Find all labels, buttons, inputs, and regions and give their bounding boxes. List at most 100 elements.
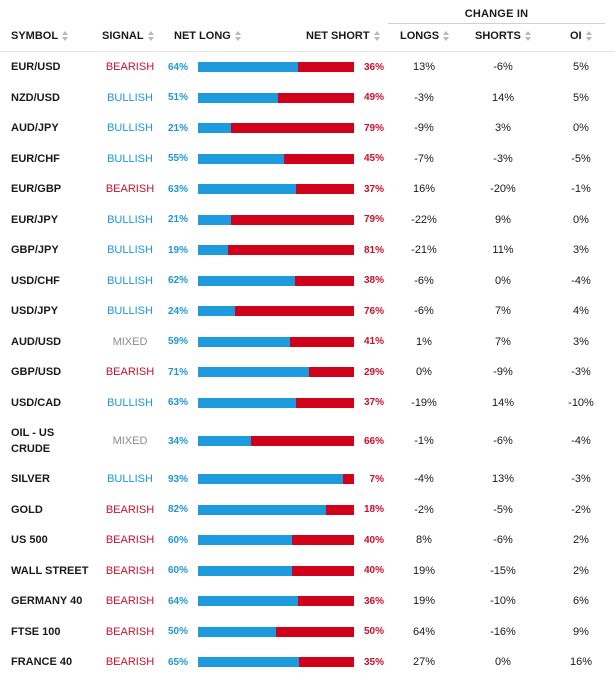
table-row[interactable]: EUR/JPY BULLISH 21% 79% -22% 9% 0% xyxy=(0,205,615,236)
change-shorts-value: 13% xyxy=(491,473,515,486)
table-row[interactable]: EUR/CHF BULLISH 55% 45% -7% -3% -5% xyxy=(0,144,615,175)
table-row[interactable]: SILVER BULLISH 93% 7% -4% 13% -3% xyxy=(0,464,615,495)
shorts-column-header[interactable]: SHORTS xyxy=(475,30,531,42)
table-row[interactable]: FTSE 100 BEARISH 50% 50% 64% -16% 9% xyxy=(0,617,615,648)
longs-column-header[interactable]: LONGS xyxy=(400,30,450,42)
sort-icon[interactable] xyxy=(443,31,450,41)
symbol-link[interactable]: USD/JPY xyxy=(11,305,59,318)
net-long-percent: 21% xyxy=(167,214,188,226)
table-row[interactable]: EUR/GBP BEARISH 63% 37% 16% -20% -1% xyxy=(0,174,615,205)
sort-icon[interactable] xyxy=(373,31,380,41)
oi-column-header[interactable]: OI xyxy=(570,30,592,42)
change-longs-value: -6% xyxy=(414,274,434,287)
change-shorts-value: 11% xyxy=(492,244,514,257)
shorts-header-label: SHORTS xyxy=(475,30,521,42)
sentiment-bar-long-fill xyxy=(198,367,309,378)
table-row[interactable]: US 500 BEARISH 60% 40% 8% -6% 2% xyxy=(0,525,615,556)
table-row[interactable]: FRANCE 40 BEARISH 65% 35% 27% 0% 16% xyxy=(0,647,615,678)
symbol-link[interactable]: US 500 xyxy=(11,534,48,547)
sentiment-bar xyxy=(198,657,354,668)
symbol-link[interactable]: EUR/GBP xyxy=(11,183,62,196)
sort-icon[interactable] xyxy=(147,31,154,41)
net-short-percent: 79% xyxy=(363,214,384,226)
symbol-link[interactable]: GBP/USD xyxy=(11,366,62,379)
symbol-link[interactable]: AUD/USD xyxy=(11,335,62,348)
table-row[interactable]: GBP/JPY BULLISH 19% 81% -21% 11% 3% xyxy=(0,235,615,266)
signal-label: BEARISH xyxy=(105,595,155,608)
change-oi-value: 5% xyxy=(573,91,589,104)
symbol-link[interactable]: USD/CHF xyxy=(11,274,60,287)
signal-column-header[interactable]: SIGNAL xyxy=(102,30,154,42)
table-row[interactable]: NZD/USD BULLISH 51% 49% -3% 14% 5% xyxy=(0,83,615,114)
sort-icon[interactable] xyxy=(234,31,241,41)
symbol-link[interactable]: GBP/JPY xyxy=(11,244,59,257)
change-shorts-value: 14% xyxy=(491,91,515,104)
change-in-label: CHANGE IN xyxy=(464,8,529,20)
symbol-link[interactable]: EUR/JPY xyxy=(11,213,59,226)
symbol-link[interactable]: WALL STREET xyxy=(11,564,89,577)
symbol-link[interactable]: EUR/CHF xyxy=(11,152,60,165)
change-in-group-header: CHANGE IN xyxy=(388,0,605,24)
sentiment-bar-long-fill xyxy=(198,657,300,668)
net-short-percent: 7% xyxy=(369,473,384,485)
table-row[interactable]: GBP/USD BEARISH 71% 29% 0% -9% -3% xyxy=(0,357,615,388)
sentiment-bar-long-fill xyxy=(198,504,326,515)
net-long-percent: 82% xyxy=(167,504,188,516)
symbol-link[interactable]: OIL - US CRUDE xyxy=(11,427,55,455)
sentiment-bar-long-fill xyxy=(198,92,278,103)
sort-icon[interactable] xyxy=(62,31,69,41)
symbol-link[interactable]: AUD/JPY xyxy=(11,122,59,135)
change-shorts-value: 7% xyxy=(495,335,511,348)
change-shorts-value: -15% xyxy=(490,564,516,577)
change-oi-value: 3% xyxy=(573,335,589,348)
symbol-link[interactable]: EUR/USD xyxy=(11,61,61,74)
net-long-percent: 71% xyxy=(167,366,188,378)
signal-label: BULLISH xyxy=(107,122,153,135)
table-body: EUR/USD BEARISH 64% 36% 13% -6% 5% NZD/USD BULLI… xyxy=(0,52,615,678)
change-oi-value: 16% xyxy=(569,656,593,669)
change-shorts-value: -6% xyxy=(493,435,513,447)
symbol-link[interactable]: FTSE 100 xyxy=(11,625,61,638)
net-long-column-header[interactable]: NET LONG xyxy=(174,30,241,42)
symbol-link[interactable]: NZD/USD xyxy=(11,91,60,104)
net-long-percent: 59% xyxy=(167,336,188,348)
symbol-link[interactable]: FRANCE 40 xyxy=(11,656,73,669)
net-short-percent: 36% xyxy=(363,595,384,607)
change-shorts-value: -10% xyxy=(490,595,516,608)
change-longs-value: 1% xyxy=(416,335,432,348)
change-longs-value: 0% xyxy=(416,366,432,379)
table-header: SYMBOL SIGNAL NET LONG NET SHORT LONGS S… xyxy=(0,24,615,52)
sort-icon[interactable] xyxy=(524,31,531,41)
net-short-percent: 41% xyxy=(363,336,384,348)
table-row[interactable]: USD/CHF BULLISH 62% 38% -6% 0% -4% xyxy=(0,266,615,297)
table-row[interactable]: USD/JPY BULLISH 24% 76% -6% 7% 4% xyxy=(0,296,615,327)
change-oi-value: 3% xyxy=(573,244,589,257)
sentiment-bar-long-fill xyxy=(198,214,231,225)
table-row[interactable]: AUD/JPY BULLISH 21% 79% -9% 3% 0% xyxy=(0,113,615,144)
net-short-column-header[interactable]: NET SHORT xyxy=(306,30,380,42)
change-oi-value: 9% xyxy=(573,625,589,638)
symbol-header-label: SYMBOL xyxy=(11,30,59,42)
net-short-percent: 76% xyxy=(363,305,384,317)
signal-label: BEARISH xyxy=(105,61,155,74)
sentiment-bar-long-fill xyxy=(198,153,284,164)
symbol-link[interactable]: GOLD xyxy=(11,503,43,516)
net-short-percent: 49% xyxy=(363,92,384,104)
sentiment-bar xyxy=(198,626,354,637)
table-row[interactable]: GERMANY 40 BEARISH 64% 36% 19% -10% 6% xyxy=(0,586,615,617)
table-row[interactable]: OIL - US CRUDE MIXED 34% 66% -1% -6% -4% xyxy=(0,418,615,464)
table-row[interactable]: AUD/USD MIXED 59% 41% 1% 7% 3% xyxy=(0,327,615,358)
symbol-column-header[interactable]: SYMBOL xyxy=(11,30,69,42)
change-longs-value: -4% xyxy=(414,473,434,486)
signal-label: BEARISH xyxy=(105,656,155,669)
net-long-percent: 24% xyxy=(167,305,188,317)
symbol-link[interactable]: GERMANY 40 xyxy=(11,595,83,608)
change-longs-value: 64% xyxy=(412,625,436,638)
table-row[interactable]: WALL STREET BEARISH 60% 40% 19% -15% 2% xyxy=(0,556,615,587)
table-row[interactable]: GOLD BEARISH 82% 18% -2% -5% -2% xyxy=(0,495,615,526)
symbol-link[interactable]: SILVER xyxy=(11,473,50,486)
sort-icon[interactable] xyxy=(585,31,592,41)
table-row[interactable]: EUR/USD BEARISH 64% 36% 13% -6% 5% xyxy=(0,52,615,83)
symbol-link[interactable]: USD/CAD xyxy=(11,396,62,409)
table-row[interactable]: USD/CAD BULLISH 63% 37% -19% 14% -10% xyxy=(0,388,615,419)
